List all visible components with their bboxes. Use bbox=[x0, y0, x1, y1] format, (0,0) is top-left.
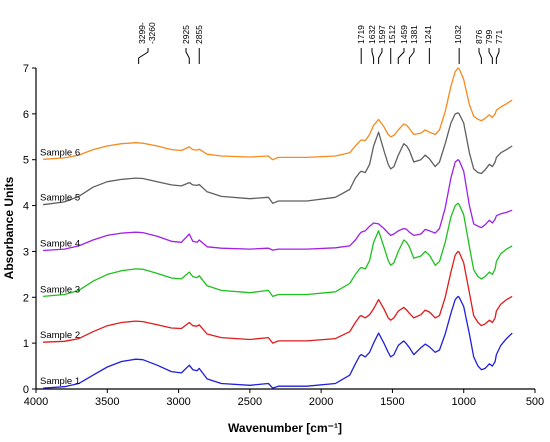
peak-annotation: 771 bbox=[494, 30, 504, 64]
peak-annotation: 1597 bbox=[377, 25, 387, 64]
series-label-sample-5: Sample 5 bbox=[40, 193, 80, 204]
peak-label: 771 bbox=[494, 30, 504, 44]
x-tick-label: 3000 bbox=[166, 396, 190, 408]
peak-label: 1241 bbox=[423, 25, 433, 44]
y-tick-label: 1 bbox=[23, 338, 29, 350]
peak-leader-line bbox=[378, 48, 383, 64]
peak-label: 1719 bbox=[356, 25, 366, 44]
y-tick-label: 0 bbox=[23, 384, 29, 396]
y-tick-label: 4 bbox=[23, 201, 29, 213]
peak-annotation: 1381 bbox=[408, 25, 419, 64]
peak-annotations: 3299--3260 2925 2855 1719 1632 1597 1512 1459 13… bbox=[137, 22, 504, 64]
series-label-sample-6: Sample 6 bbox=[40, 147, 80, 158]
y-axis-title: Absorbance Units bbox=[2, 176, 16, 279]
series-line-sample-4 bbox=[43, 159, 513, 252]
y-tick-label: 2 bbox=[23, 292, 29, 304]
series-layer: Sample 1 Sample 2 Sample 3 Sample 4 Sample 5… bbox=[40, 67, 513, 389]
x-tick-label: 2000 bbox=[309, 396, 333, 408]
peak-label: 1597 bbox=[377, 25, 387, 44]
x-tick-label: 2500 bbox=[238, 396, 262, 408]
x-tick-label: 500 bbox=[526, 396, 544, 408]
series-line-sample-2 bbox=[43, 250, 513, 344]
peak-annotation: 1632 bbox=[367, 25, 377, 64]
series-line-sample-3 bbox=[43, 202, 513, 298]
peak-leader-line bbox=[488, 48, 493, 64]
peak-label: 799 bbox=[484, 30, 494, 44]
x-tick-label: 3500 bbox=[95, 396, 119, 408]
x-axis-title: Wavenumber [cm⁻¹] bbox=[228, 421, 342, 435]
series-label-sample-2: Sample 2 bbox=[40, 330, 80, 341]
peak-annotation: 876 bbox=[474, 30, 484, 64]
peak-annotation: 1512 bbox=[387, 25, 397, 64]
series-label-sample-1: Sample 1 bbox=[40, 376, 80, 387]
peak-annotation: 1241 bbox=[423, 25, 433, 64]
peak-label: 3299--3260 bbox=[137, 22, 157, 44]
peak-label: 1032 bbox=[453, 25, 463, 44]
y-tick-label: 5 bbox=[23, 155, 29, 167]
y-tick-label: 3 bbox=[23, 246, 29, 258]
peak-annotation: 1459 bbox=[397, 25, 409, 64]
peak-label: 2925 bbox=[181, 25, 191, 44]
series-label-sample-3: Sample 3 bbox=[40, 284, 80, 295]
series-line-sample-5 bbox=[43, 112, 513, 206]
peak-leader-line bbox=[371, 48, 375, 64]
series-label-sample-4: Sample 4 bbox=[40, 239, 80, 250]
peak-annotation: 799 bbox=[484, 30, 494, 64]
peak-annotation: 2855 bbox=[194, 25, 204, 64]
peak-label: 1512 bbox=[387, 25, 397, 44]
peak-annotation: 2925 bbox=[181, 25, 191, 64]
peak-leader-line bbox=[408, 48, 415, 64]
peak-leader-line bbox=[495, 48, 500, 64]
peak-annotation: 1719 bbox=[356, 25, 366, 64]
peak-leader-line bbox=[138, 48, 149, 64]
peak-label: 876 bbox=[474, 30, 484, 44]
peak-label: 2855 bbox=[194, 25, 204, 44]
peak-leader-line bbox=[185, 48, 190, 64]
peak-annotation: 3299--3260 bbox=[137, 22, 157, 64]
y-tick-label: 7 bbox=[23, 63, 29, 75]
peak-label: 1381 bbox=[409, 25, 419, 44]
series-line-sample-1 bbox=[43, 295, 513, 389]
y-tick-label: 6 bbox=[23, 109, 29, 121]
series-line-sample-6 bbox=[43, 67, 513, 161]
axes: 4000 3500 3000 2500 2000 1500 1000 500 0 1 2 3 4 5 6 7 bbox=[23, 63, 544, 408]
peak-annotation: 1032 bbox=[453, 25, 463, 64]
x-tick-label: 4000 bbox=[24, 396, 48, 408]
x-tick-label: 1000 bbox=[451, 396, 475, 408]
peak-label: 1632 bbox=[367, 25, 377, 44]
peak-leader-line bbox=[397, 48, 405, 64]
x-tick-label: 1500 bbox=[380, 396, 404, 408]
peak-label: 1459 bbox=[399, 25, 409, 44]
peak-leader-line bbox=[478, 48, 482, 64]
